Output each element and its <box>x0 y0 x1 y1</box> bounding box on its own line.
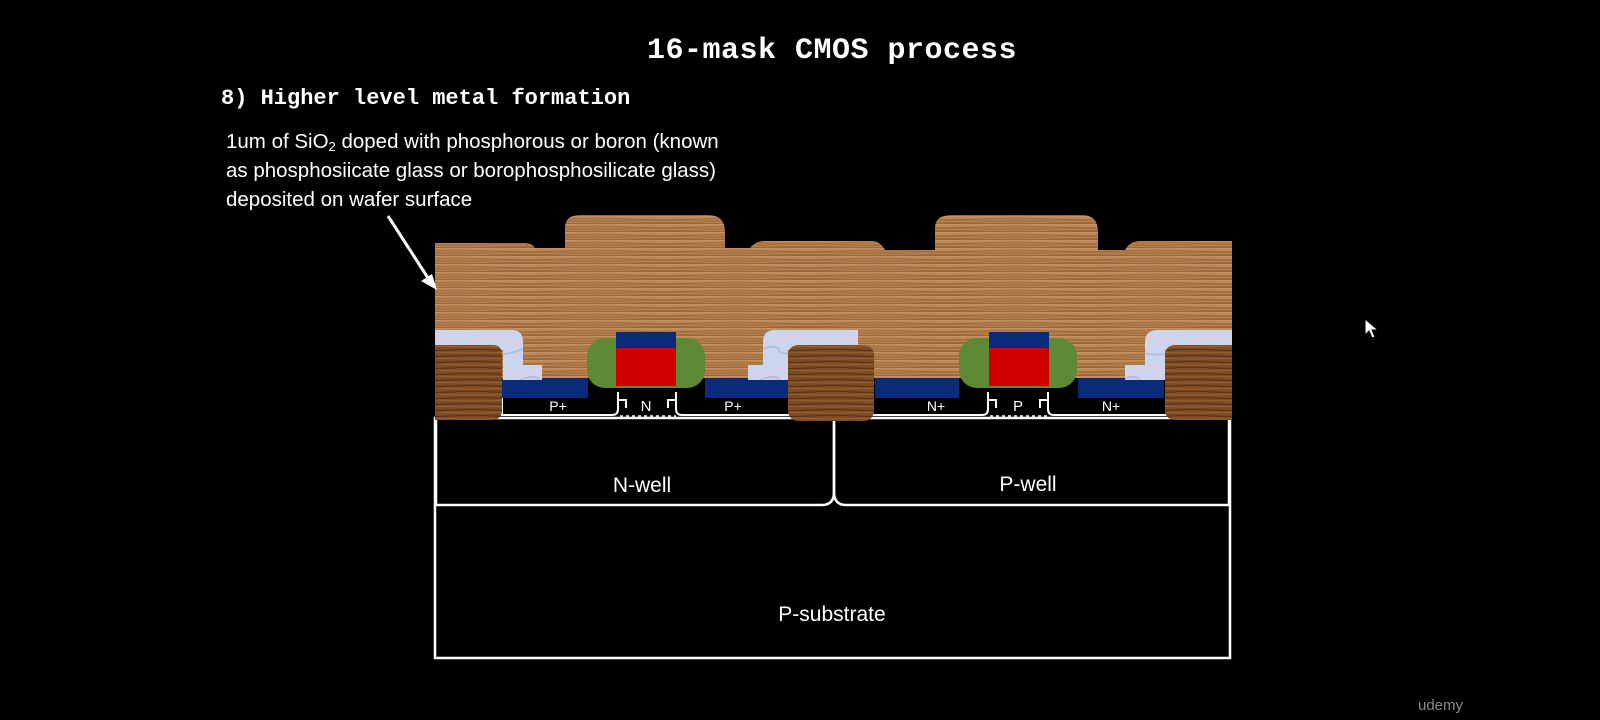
pmos-channel-label: N <box>641 398 652 415</box>
metal-1-segments <box>435 330 1232 380</box>
description: 1um of SiO2 doped with phosphorous or bo… <box>226 127 786 214</box>
diffusion-outlines <box>501 392 1171 416</box>
nmos-source-label: N+ <box>927 398 945 414</box>
pmos-source-label: P+ <box>549 398 567 414</box>
pmos-gate-poly <box>616 346 676 386</box>
nmos-gate-poly <box>989 346 1049 386</box>
pmos-gate-silicide <box>616 332 676 348</box>
pointer-arrow <box>386 215 437 290</box>
description-line-2: as phosphosiicate glass or borophosphosi… <box>226 159 717 182</box>
description-line-1: 1um of SiO2 doped with phosphorous or bo… <box>226 130 719 154</box>
pmos-gate <box>587 332 705 388</box>
slide-title: 16-mask CMOS process <box>646 34 1018 68</box>
p-well-label: P-well <box>999 473 1056 496</box>
n-well-label: N-well <box>613 474 671 497</box>
mouse-cursor-icon <box>1364 318 1380 339</box>
step-title: 8) Higher level metal formation <box>221 86 631 111</box>
pmos-drain-label: P+ <box>724 398 742 414</box>
p-substrate-label: P-substrate <box>778 603 885 626</box>
nmos-gate <box>959 332 1077 388</box>
description-line-3: deposited on wafer surface <box>226 188 473 211</box>
silicide-layers <box>502 378 1164 398</box>
nmos-drain-label: N+ <box>1102 398 1120 414</box>
nmos-gate-silicide <box>989 332 1049 348</box>
nmos-channel-label: P <box>1013 398 1023 415</box>
udemy-watermark: udemy <box>1418 697 1464 714</box>
p-well-outline <box>832 418 1231 507</box>
field-oxide-islands <box>435 345 1232 421</box>
